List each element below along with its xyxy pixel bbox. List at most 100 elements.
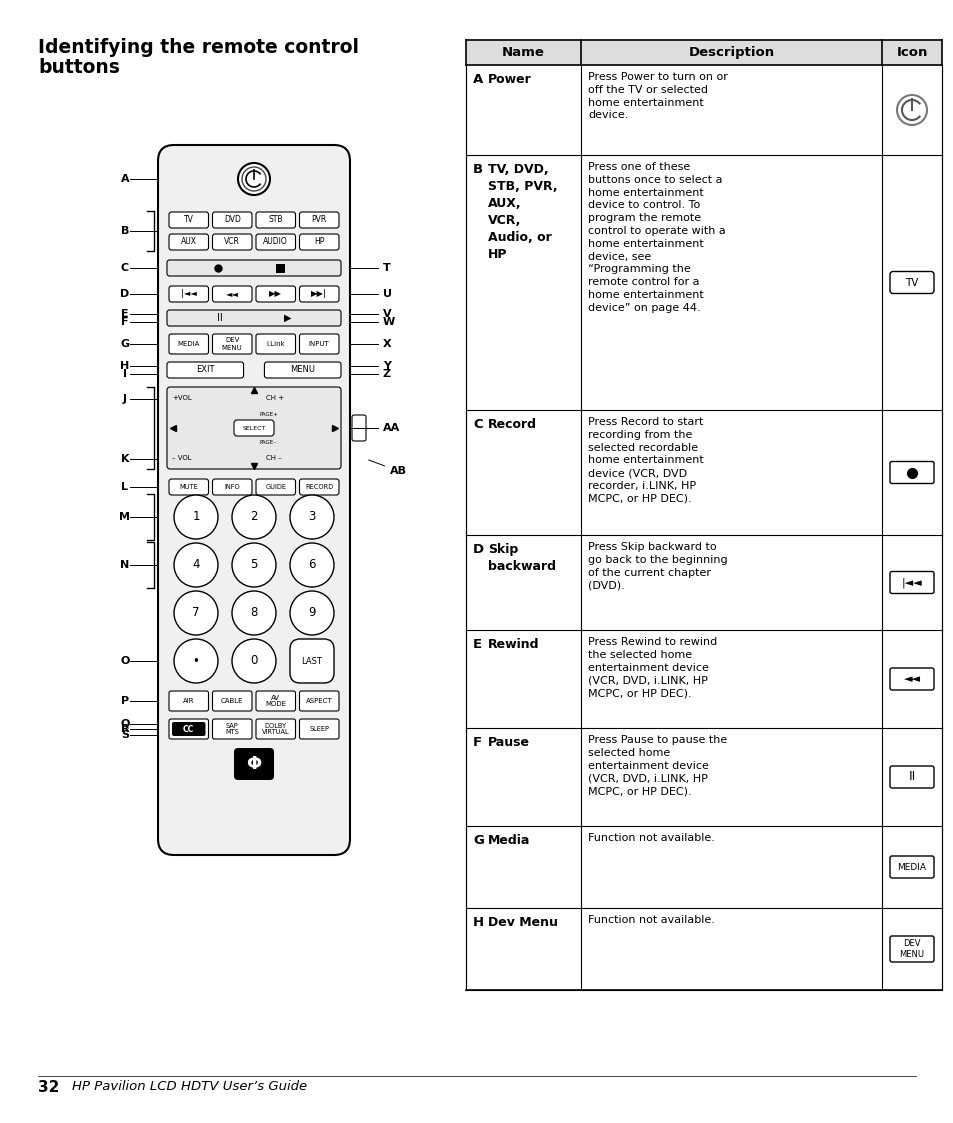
Text: ◄◄: ◄◄ <box>902 674 920 684</box>
Text: Power: Power <box>488 73 531 86</box>
Text: Rewind: Rewind <box>488 638 539 651</box>
Text: DOLBY
VIRTUAL: DOLBY VIRTUAL <box>262 722 290 736</box>
Text: GUIDE: GUIDE <box>265 484 286 490</box>
Text: SAP
MTS: SAP MTS <box>225 722 239 736</box>
Text: Φ: Φ <box>246 755 261 773</box>
Text: Press Rewind to rewind
the selected home
entertainment device
(VCR, DVD, i.LINK,: Press Rewind to rewind the selected home… <box>587 637 717 699</box>
Text: VCR: VCR <box>224 237 240 247</box>
Text: Press one of these
buttons once to select a
home entertainment
device to control: Press one of these buttons once to selec… <box>587 162 725 313</box>
Text: Skip
backward: Skip backward <box>488 544 556 573</box>
Text: Z: Z <box>382 369 391 378</box>
FancyBboxPatch shape <box>352 416 366 441</box>
Text: ◄◄: ◄◄ <box>226 290 238 299</box>
Text: K: K <box>121 454 129 464</box>
FancyBboxPatch shape <box>213 334 252 354</box>
FancyBboxPatch shape <box>255 480 295 495</box>
Text: J: J <box>123 394 127 404</box>
FancyBboxPatch shape <box>255 286 295 302</box>
Text: AA: AA <box>382 423 400 433</box>
Text: buttons: buttons <box>38 58 120 77</box>
Text: L: L <box>121 482 129 492</box>
FancyBboxPatch shape <box>169 334 209 354</box>
Text: Description: Description <box>688 46 774 60</box>
FancyBboxPatch shape <box>169 212 209 228</box>
Text: ▶▶: ▶▶ <box>269 290 282 299</box>
FancyBboxPatch shape <box>213 719 252 739</box>
Text: 32: 32 <box>38 1079 59 1095</box>
FancyBboxPatch shape <box>255 212 295 228</box>
Text: R: R <box>121 724 129 734</box>
Text: AV
MODE: AV MODE <box>265 694 286 707</box>
Text: Identifying the remote control: Identifying the remote control <box>38 38 358 57</box>
FancyBboxPatch shape <box>889 462 933 484</box>
Text: TV, DVD,
STB, PVR,
AUX,
VCR,
Audio, or
HP: TV, DVD, STB, PVR, AUX, VCR, Audio, or H… <box>488 163 558 261</box>
Text: ▶▶|: ▶▶| <box>311 290 327 299</box>
Text: CH –: CH – <box>266 455 281 462</box>
Circle shape <box>232 544 275 587</box>
FancyBboxPatch shape <box>169 286 209 302</box>
Text: i.Link: i.Link <box>266 341 285 347</box>
Text: EXIT: EXIT <box>195 365 214 374</box>
Text: II: II <box>217 313 223 323</box>
Text: Pause: Pause <box>488 736 530 749</box>
Text: HP Pavilion LCD HDTV User’s Guide: HP Pavilion LCD HDTV User’s Guide <box>71 1080 307 1094</box>
FancyBboxPatch shape <box>169 691 209 711</box>
Text: N: N <box>120 560 130 570</box>
Text: ASPECT: ASPECT <box>306 699 333 704</box>
FancyBboxPatch shape <box>255 234 295 250</box>
Text: X: X <box>382 339 392 349</box>
Text: TV: TV <box>184 216 193 225</box>
Text: DEV
MENU: DEV MENU <box>899 939 923 959</box>
Text: |◄◄: |◄◄ <box>901 577 922 587</box>
Circle shape <box>232 639 275 683</box>
FancyBboxPatch shape <box>167 362 243 378</box>
FancyBboxPatch shape <box>255 719 295 739</box>
FancyBboxPatch shape <box>213 480 252 495</box>
Text: II: II <box>907 770 915 784</box>
Text: |◄◄: |◄◄ <box>181 290 196 299</box>
Circle shape <box>232 495 275 539</box>
Text: RECORD: RECORD <box>305 484 333 490</box>
Text: HP: HP <box>314 237 324 247</box>
Text: T: T <box>382 263 391 273</box>
FancyBboxPatch shape <box>213 286 252 302</box>
FancyBboxPatch shape <box>299 212 338 228</box>
FancyBboxPatch shape <box>264 362 340 378</box>
FancyBboxPatch shape <box>167 387 340 469</box>
Text: Press Record to start
recording from the
selected recordable
home entertainment
: Press Record to start recording from the… <box>587 417 703 504</box>
FancyBboxPatch shape <box>158 145 350 855</box>
FancyBboxPatch shape <box>169 480 209 495</box>
FancyBboxPatch shape <box>299 234 338 250</box>
Text: H: H <box>120 360 130 371</box>
Circle shape <box>290 495 334 539</box>
Text: B: B <box>121 226 129 236</box>
Text: Press Pause to pause the
selected home
entertainment device
(VCR, DVD, i.LINK, H: Press Pause to pause the selected home e… <box>587 734 726 796</box>
FancyBboxPatch shape <box>299 480 338 495</box>
Bar <box>465 40 941 65</box>
FancyBboxPatch shape <box>889 572 933 593</box>
Circle shape <box>173 591 218 634</box>
Bar <box>275 264 285 273</box>
Text: Function not available.: Function not available. <box>587 915 714 925</box>
Text: ▶: ▶ <box>284 313 292 323</box>
FancyBboxPatch shape <box>233 748 274 780</box>
FancyBboxPatch shape <box>172 722 205 736</box>
Text: +VOL: +VOL <box>172 395 192 401</box>
FancyBboxPatch shape <box>889 272 933 293</box>
Text: MEDIA: MEDIA <box>177 341 200 347</box>
FancyBboxPatch shape <box>889 856 933 878</box>
Text: PAGE–: PAGE– <box>260 439 276 445</box>
Text: 1: 1 <box>193 511 199 523</box>
Text: DVD: DVD <box>224 216 240 225</box>
Text: F: F <box>473 736 481 749</box>
Text: V: V <box>382 309 392 319</box>
Text: F: F <box>121 317 129 327</box>
Text: Y: Y <box>382 360 391 371</box>
Circle shape <box>290 591 334 634</box>
Text: Function not available.: Function not available. <box>587 833 714 843</box>
Text: Record: Record <box>488 418 537 431</box>
FancyBboxPatch shape <box>167 310 340 326</box>
Text: U: U <box>382 289 392 299</box>
Text: Press Skip backward to
go back to the beginning
of the current chapter
(DVD).: Press Skip backward to go back to the be… <box>587 542 727 591</box>
Text: A: A <box>473 73 483 86</box>
